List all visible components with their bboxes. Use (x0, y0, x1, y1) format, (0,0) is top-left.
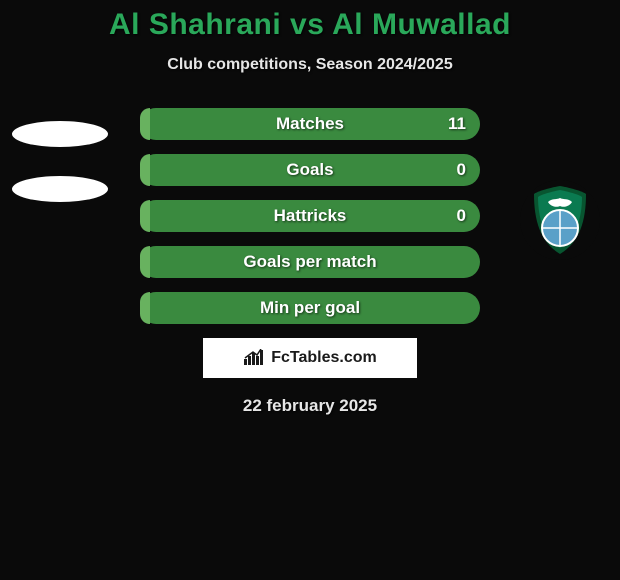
stat-row: Min per goal (140, 292, 480, 324)
stat-label: Goals (140, 154, 480, 186)
stat-label: Goals per match (140, 246, 480, 278)
date-text: 22 february 2025 (0, 396, 620, 416)
comparison-card: Al Shahrani vs Al Muwallad Club competit… (0, 0, 620, 416)
club-badge-icon (520, 180, 600, 260)
stat-value-right: 0 (457, 200, 466, 232)
player-left-avatar-2 (12, 176, 108, 202)
bar-chart-icon (243, 349, 265, 367)
stat-label: Hattricks (140, 200, 480, 232)
stat-row: Hattricks 0 (140, 200, 480, 232)
stat-value-right: 11 (448, 108, 466, 140)
stat-row: Goals 0 (140, 154, 480, 186)
stat-value-right: 0 (457, 154, 466, 186)
page-title: Al Shahrani vs Al Muwallad (0, 8, 620, 42)
stat-row: Goals per match (140, 246, 480, 278)
stat-label: Matches (140, 108, 480, 140)
player-right-badge (520, 180, 600, 260)
player-left-avatar-1 (12, 121, 108, 147)
page-subtitle: Club competitions, Season 2024/2025 (0, 56, 620, 74)
stat-row: Matches 11 (140, 108, 480, 140)
attribution-box: FcTables.com (203, 338, 417, 378)
stat-label: Min per goal (140, 292, 480, 324)
attribution-text: FcTables.com (271, 349, 377, 367)
